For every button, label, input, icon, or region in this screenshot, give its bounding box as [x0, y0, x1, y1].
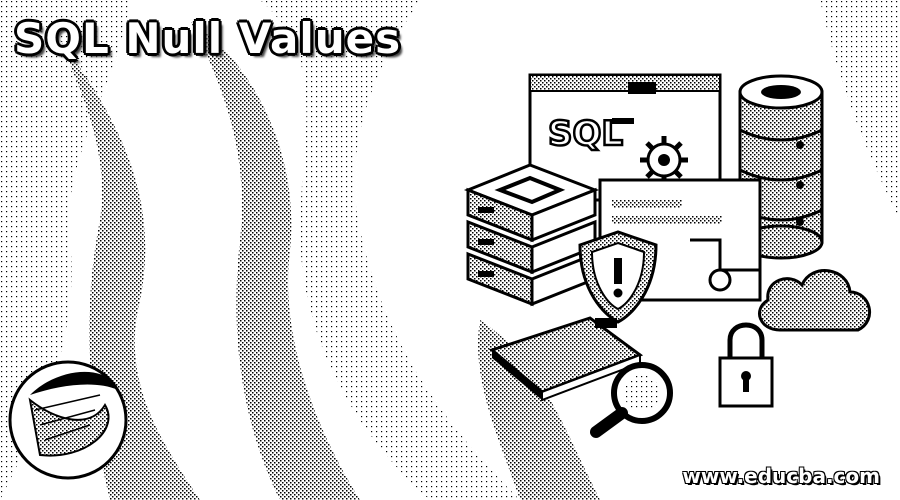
shield-warning-icon [578, 230, 658, 324]
padlock-icon [718, 322, 774, 408]
cloud-icon [758, 269, 871, 332]
sql-panel-label: SQL [548, 114, 623, 154]
page-title: SQL Null Values [14, 14, 402, 63]
magnifier-icon [590, 362, 673, 438]
tablet-icon [488, 316, 644, 402]
gear-icon [640, 136, 688, 184]
server-stack-icon [463, 163, 600, 307]
sql-server-logo-icon [8, 360, 128, 480]
site-watermark: www.educba.com [682, 464, 880, 488]
